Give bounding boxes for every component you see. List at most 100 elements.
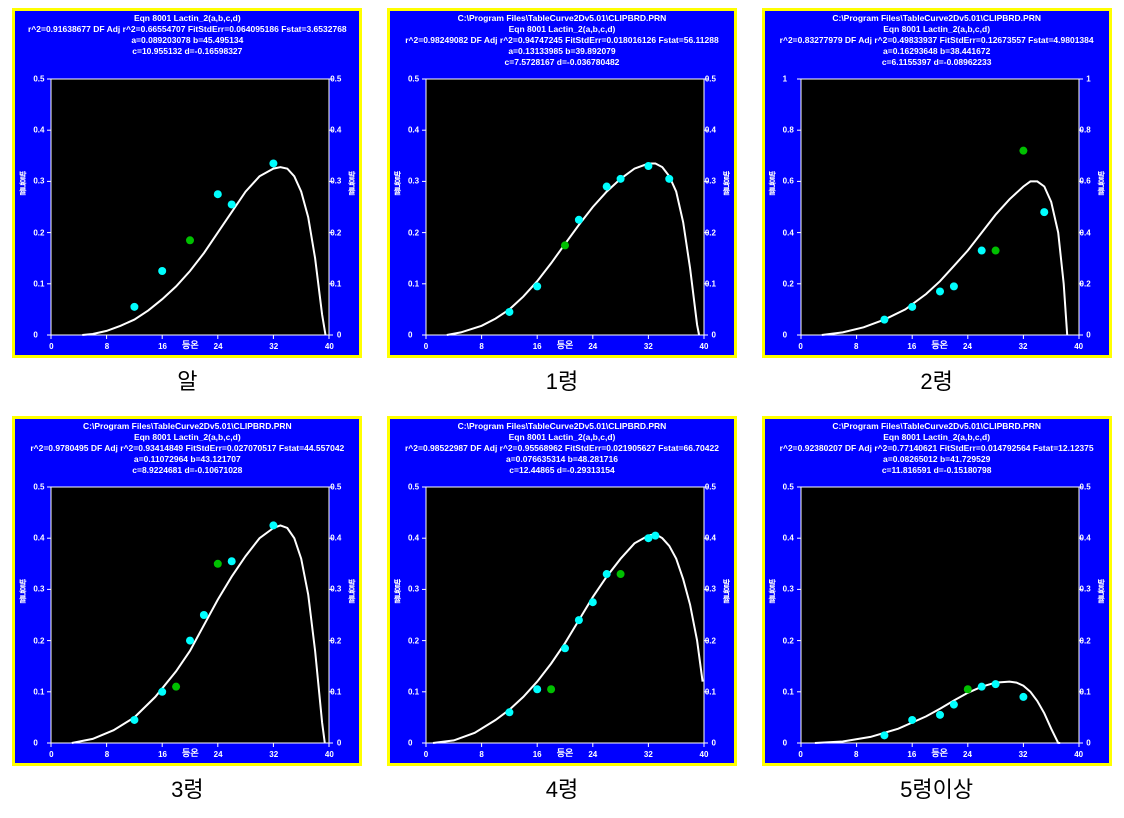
x-tick-label: 40 xyxy=(700,750,709,759)
chart-frame: C:\Program Files\TableCurve2Dv5.01\CLIPB… xyxy=(762,416,1112,766)
y-tick-label-right: 0.4 xyxy=(705,534,716,543)
y-tick-label-left: 0.3 xyxy=(408,585,419,594)
data-point xyxy=(575,616,583,624)
data-point xyxy=(214,560,222,568)
x-tick-label: 0 xyxy=(798,750,802,759)
y-axis-label-left: 발육률 xyxy=(392,579,403,603)
data-point xyxy=(547,685,555,693)
y-axis-label-right: 발육률 xyxy=(346,171,357,195)
x-tick-label: 0 xyxy=(49,342,53,351)
chart-frame: C:\Program Files\TableCurve2Dv5.01\CLIPB… xyxy=(762,8,1112,358)
data-point xyxy=(991,680,999,688)
chart-panel-4: C:\Program Files\TableCurve2Dv5.01\CLIPB… xyxy=(387,416,738,804)
y-tick-label-right: 0.5 xyxy=(705,483,716,492)
y-tick-label-right: 0.2 xyxy=(705,228,716,237)
x-tick-label: 40 xyxy=(325,750,334,759)
plot-svg xyxy=(765,11,1109,355)
y-tick-label-left: 0.4 xyxy=(33,534,44,543)
y-tick-label-right: 0 xyxy=(1086,739,1090,748)
y-tick-label-left: 0 xyxy=(783,739,787,748)
y-tick-label-left: 0.2 xyxy=(408,636,419,645)
data-point xyxy=(651,532,659,540)
panel-caption: 4령 xyxy=(546,772,578,804)
data-point xyxy=(186,637,194,645)
chart-panel-5: C:\Program Files\TableCurve2Dv5.01\CLIPB… xyxy=(761,416,1112,804)
y-tick-label-left: 0.6 xyxy=(783,177,794,186)
chart-panel-2: C:\Program Files\TableCurve2Dv5.01\CLIPB… xyxy=(761,8,1112,396)
data-point xyxy=(561,241,569,249)
x-tick-label: 32 xyxy=(644,750,653,759)
x-tick-label: 16 xyxy=(158,750,167,759)
plot-svg xyxy=(765,419,1109,763)
data-point xyxy=(963,685,971,693)
data-point xyxy=(991,247,999,255)
y-tick-label-right: 1 xyxy=(1086,75,1090,84)
x-tick-label: 8 xyxy=(105,342,109,351)
data-point xyxy=(228,200,236,208)
y-tick-label-right: 0.8 xyxy=(1080,126,1091,135)
x-tick-label: 40 xyxy=(1074,750,1083,759)
y-axis-label-left: 발육률 xyxy=(17,171,28,195)
x-tick-label: 32 xyxy=(269,750,278,759)
chart-frame: C:\Program Files\TableCurve2Dv5.01\CLIPB… xyxy=(387,416,737,766)
y-tick-label-right: 0 xyxy=(712,331,716,340)
y-tick-label-left: 0.5 xyxy=(408,483,419,492)
y-tick-label-right: 0.3 xyxy=(705,177,716,186)
y-tick-label-left: 0.5 xyxy=(408,75,419,84)
panel-caption: 2령 xyxy=(920,364,952,396)
fitted-curve xyxy=(83,167,326,335)
x-tick-label: 16 xyxy=(533,342,542,351)
y-tick-label-right: 0.3 xyxy=(330,177,341,186)
data-point xyxy=(617,570,625,578)
y-axis-label-left: 발육률 xyxy=(17,579,28,603)
y-tick-label-right: 0.2 xyxy=(330,636,341,645)
panel-caption: 1령 xyxy=(546,364,578,396)
y-axis-label-left: 발육률 xyxy=(767,579,778,603)
y-tick-label-right: 0.2 xyxy=(1080,636,1091,645)
y-tick-label-left: 0.3 xyxy=(408,177,419,186)
y-tick-label-left: 0.2 xyxy=(408,228,419,237)
x-tick-label: 8 xyxy=(854,750,858,759)
data-point xyxy=(575,216,583,224)
x-tick-label: 24 xyxy=(214,750,223,759)
y-tick-label-right: 0 xyxy=(712,739,716,748)
y-tick-label-right: 0.4 xyxy=(1080,534,1091,543)
x-tick-label: 0 xyxy=(424,342,428,351)
x-axis-label: 등온 xyxy=(182,746,199,759)
x-tick-label: 32 xyxy=(269,342,278,351)
chart-panel-0: Eqn 8001 Lactin_2(a,b,c,d) r^2=0.9163867… xyxy=(12,8,363,396)
x-tick-label: 0 xyxy=(49,750,53,759)
x-axis-label: 등온 xyxy=(557,338,574,351)
y-tick-label-left: 0.5 xyxy=(783,483,794,492)
x-tick-label: 8 xyxy=(479,342,483,351)
y-tick-label-right: 0.1 xyxy=(330,687,341,696)
y-tick-label-right: 0.1 xyxy=(330,279,341,288)
y-tick-label-right: 0.4 xyxy=(705,126,716,135)
x-tick-label: 16 xyxy=(533,750,542,759)
x-tick-label: 8 xyxy=(105,750,109,759)
data-point xyxy=(880,316,888,324)
y-tick-label-left: 1 xyxy=(783,75,787,84)
y-axis-label-right: 발육률 xyxy=(721,171,732,195)
x-tick-label: 16 xyxy=(907,750,916,759)
y-tick-label-left: 0.1 xyxy=(408,279,419,288)
y-tick-label-right: 0.2 xyxy=(705,636,716,645)
data-point xyxy=(131,716,139,724)
y-tick-label-left: 0.4 xyxy=(33,126,44,135)
x-tick-label: 16 xyxy=(158,342,167,351)
y-tick-label-left: 0 xyxy=(408,739,412,748)
x-tick-label: 24 xyxy=(214,342,223,351)
y-tick-label-right: 0.5 xyxy=(705,75,716,84)
panel-caption: 5령이상 xyxy=(900,772,973,804)
data-point xyxy=(172,683,180,691)
y-tick-label-left: 0.5 xyxy=(33,75,44,84)
y-tick-label-right: 0.4 xyxy=(330,534,341,543)
data-point xyxy=(1040,208,1048,216)
plot-svg xyxy=(15,11,359,355)
fitted-curve xyxy=(72,525,325,743)
y-tick-label-left: 0.2 xyxy=(33,228,44,237)
x-tick-label: 32 xyxy=(644,342,653,351)
x-tick-label: 32 xyxy=(1019,750,1028,759)
fitted-curve xyxy=(821,181,1066,335)
y-tick-label-right: 0.3 xyxy=(705,585,716,594)
